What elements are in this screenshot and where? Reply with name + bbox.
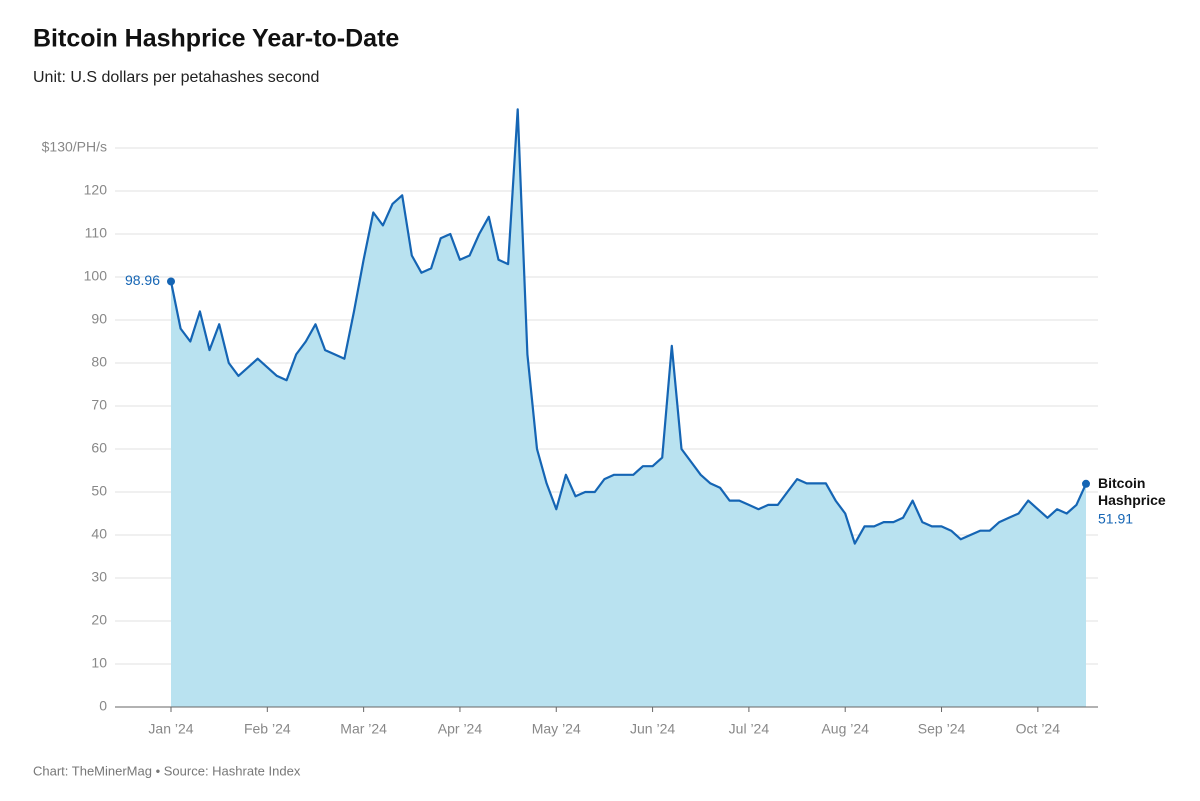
x-tick-label: May ’24 xyxy=(532,721,581,737)
end-point xyxy=(1082,479,1090,488)
y-tick-label: 110 xyxy=(85,225,108,241)
y-tick-label: $130/PH/s xyxy=(42,139,107,155)
x-tick-label: Mar ’24 xyxy=(340,721,387,737)
x-tick-label: Jun ’24 xyxy=(630,721,675,737)
y-tick-label: 30 xyxy=(91,569,107,585)
source-note: Chart: TheMinerMag • Source: Hashrate In… xyxy=(33,763,301,778)
x-tick-label: Sep ’24 xyxy=(918,721,966,737)
x-tick-label: Jan ’24 xyxy=(148,721,193,737)
x-tick-label: Aug ’24 xyxy=(821,721,869,737)
x-tick-label: Oct ’24 xyxy=(1016,721,1061,737)
end-value-label: 51.91 xyxy=(1098,510,1133,526)
y-tick-label: 20 xyxy=(91,612,107,628)
start-point xyxy=(167,277,175,286)
y-tick-label: 80 xyxy=(91,354,107,370)
y-tick-label: 60 xyxy=(91,440,107,456)
start-value-label: 98.96 xyxy=(125,272,160,288)
y-tick-label: 40 xyxy=(91,526,107,542)
x-tick-label: Apr ’24 xyxy=(438,721,483,737)
y-tick-label: 90 xyxy=(91,311,107,327)
x-tick-label: Jul ’24 xyxy=(729,721,770,737)
chart-subtitle: Unit: U.S dollars per petahashes second xyxy=(33,69,319,86)
y-tick-label: 100 xyxy=(84,268,108,284)
y-tick-label: 10 xyxy=(91,655,107,671)
chart-title: Bitcoin Hashprice Year-to-Date xyxy=(33,25,399,53)
series-name-label: Bitcoin Hashprice xyxy=(1098,474,1166,507)
area-fill xyxy=(171,109,1086,708)
series-line xyxy=(169,108,1088,545)
y-tick-label: 50 xyxy=(91,483,107,499)
x-tick-label: Feb ’24 xyxy=(244,721,291,737)
y-tick-label: 120 xyxy=(84,182,108,198)
y-tick-label: 0 xyxy=(99,698,107,714)
y-tick-label: 70 xyxy=(91,397,107,413)
